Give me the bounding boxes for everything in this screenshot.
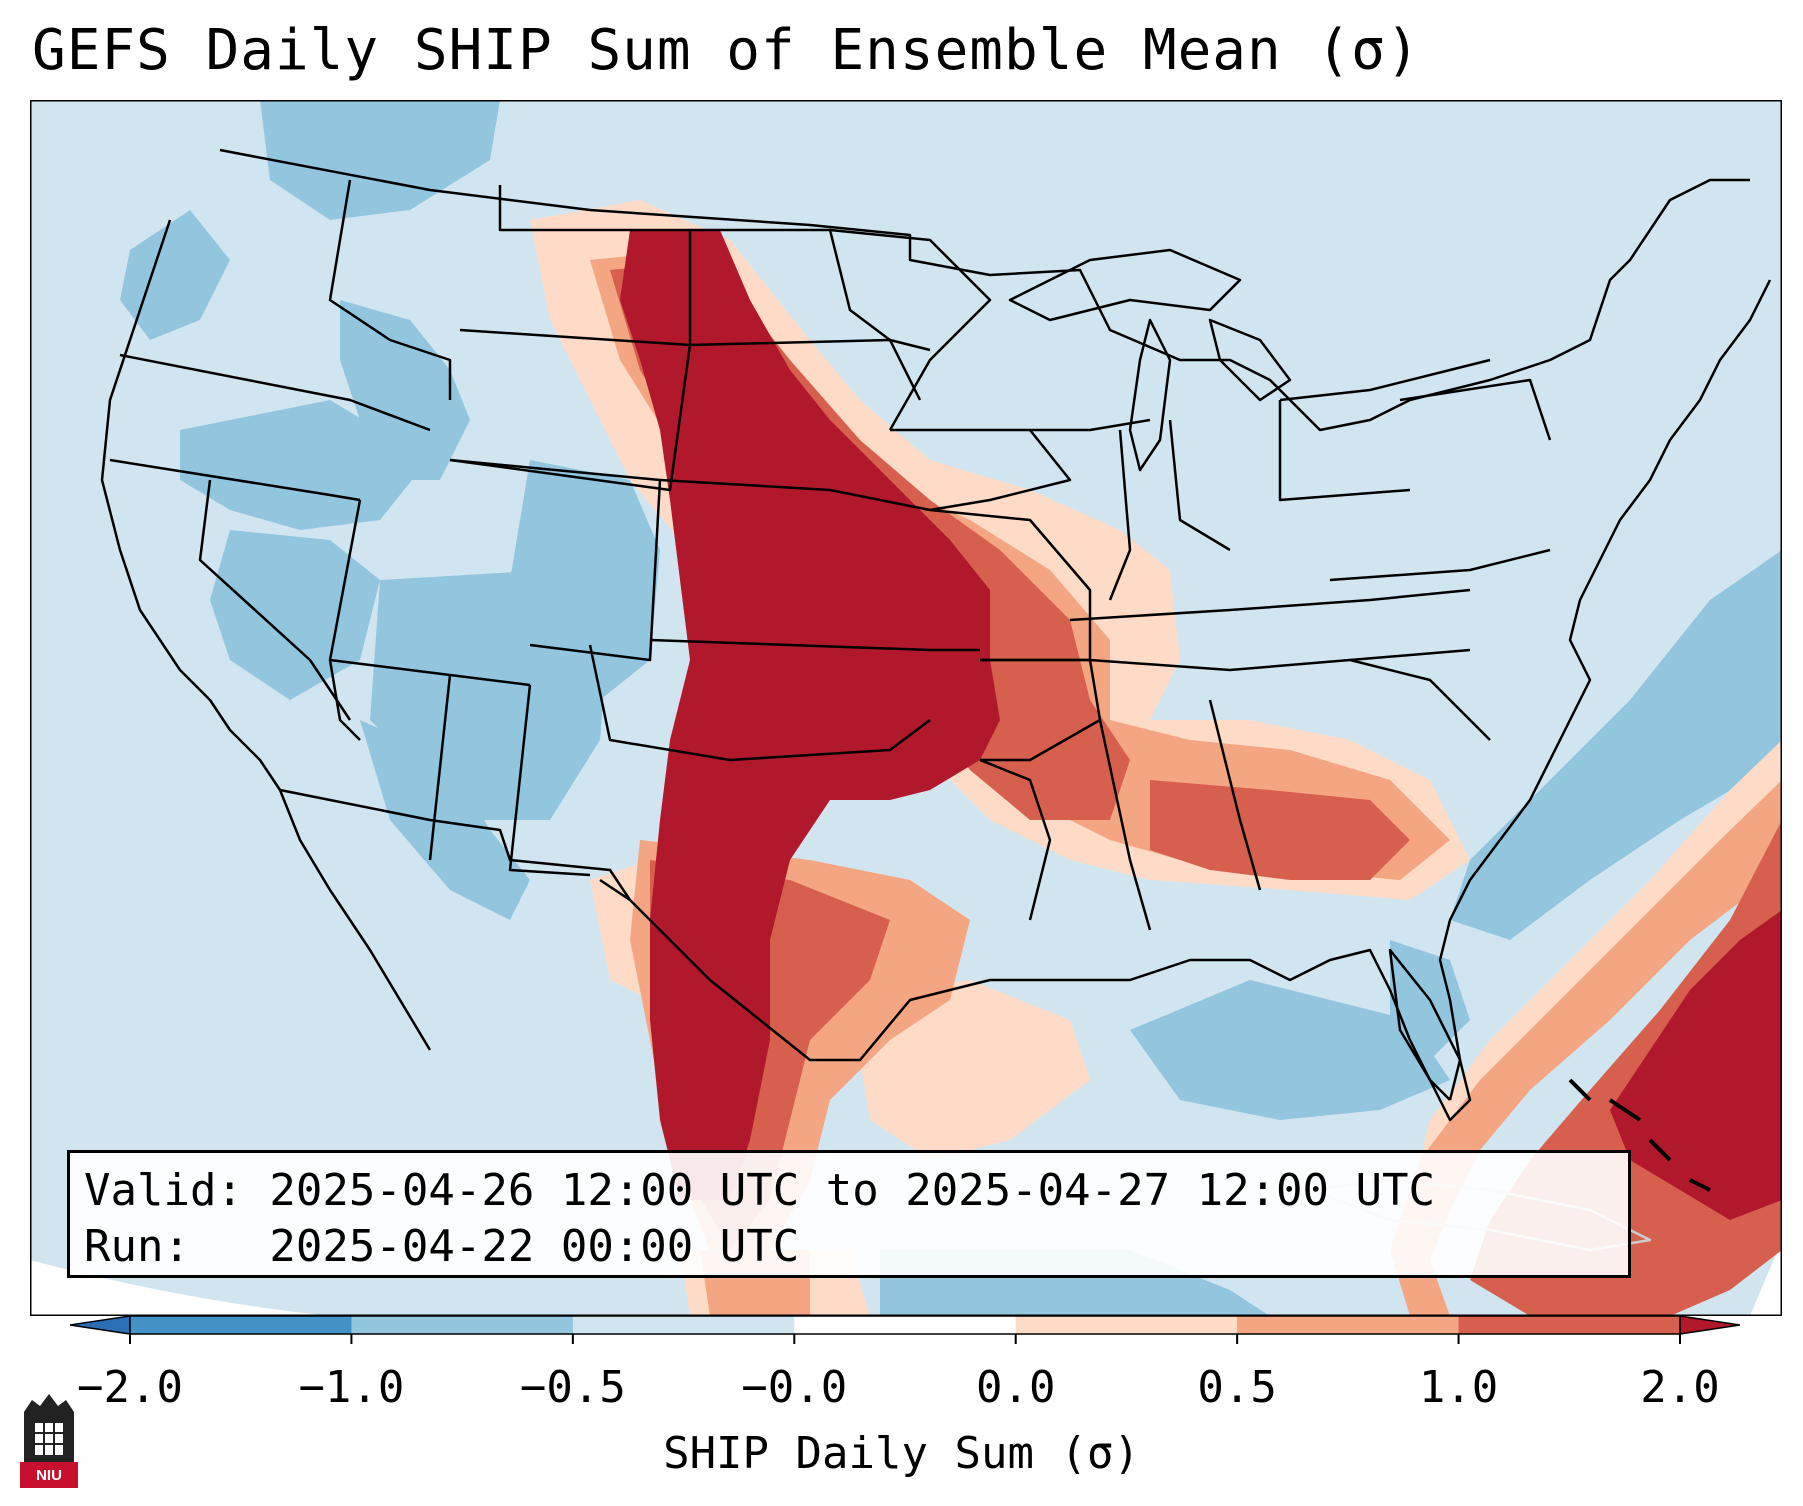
colorbar-extend-high [1680, 1316, 1740, 1334]
colorbar-tick-label: −0.5 [520, 1362, 626, 1413]
colorbar-tick-label: −2.0 [77, 1362, 183, 1413]
run-text: Run: 2025-04-22 00:00 UTC [84, 1221, 799, 1272]
colorbar-extend-low [70, 1316, 130, 1334]
colorbar-bin [130, 1316, 352, 1334]
colorbar-bin [351, 1316, 573, 1334]
colorbar-bin [794, 1316, 1016, 1334]
colorbar-tick-label: −0.0 [741, 1362, 847, 1413]
valid-text: Valid: 2025-04-26 12:00 UTC to 2025-04-2… [84, 1165, 1435, 1216]
colorbar-tick-label: 0.5 [1197, 1362, 1276, 1413]
colorbar-bin [573, 1316, 795, 1334]
niu-logo-text: NIU [20, 1467, 78, 1484]
map-svg [30, 100, 1782, 1316]
valid-run-box: Valid: 2025-04-26 12:00 UTC to 2025-04-2… [67, 1150, 1631, 1278]
colorbar-label: SHIP Daily Sum (σ) [0, 1428, 1803, 1479]
colorbar-tick-label: −1.0 [298, 1362, 404, 1413]
map-panel [30, 100, 1782, 1316]
colorbar-bin [1016, 1316, 1238, 1334]
niu-logo: NIU [20, 1392, 78, 1488]
chart-title: GEFS Daily SHIP Sum of Ensemble Mean (σ) [32, 18, 1421, 83]
colorbar-bin [1237, 1316, 1459, 1334]
colorbar-tick-label: 0.0 [976, 1362, 1055, 1413]
colorbar-tick-label: 2.0 [1640, 1362, 1719, 1413]
colorbar-bin [1459, 1316, 1681, 1334]
colorbar-tick-label: 1.0 [1419, 1362, 1498, 1413]
